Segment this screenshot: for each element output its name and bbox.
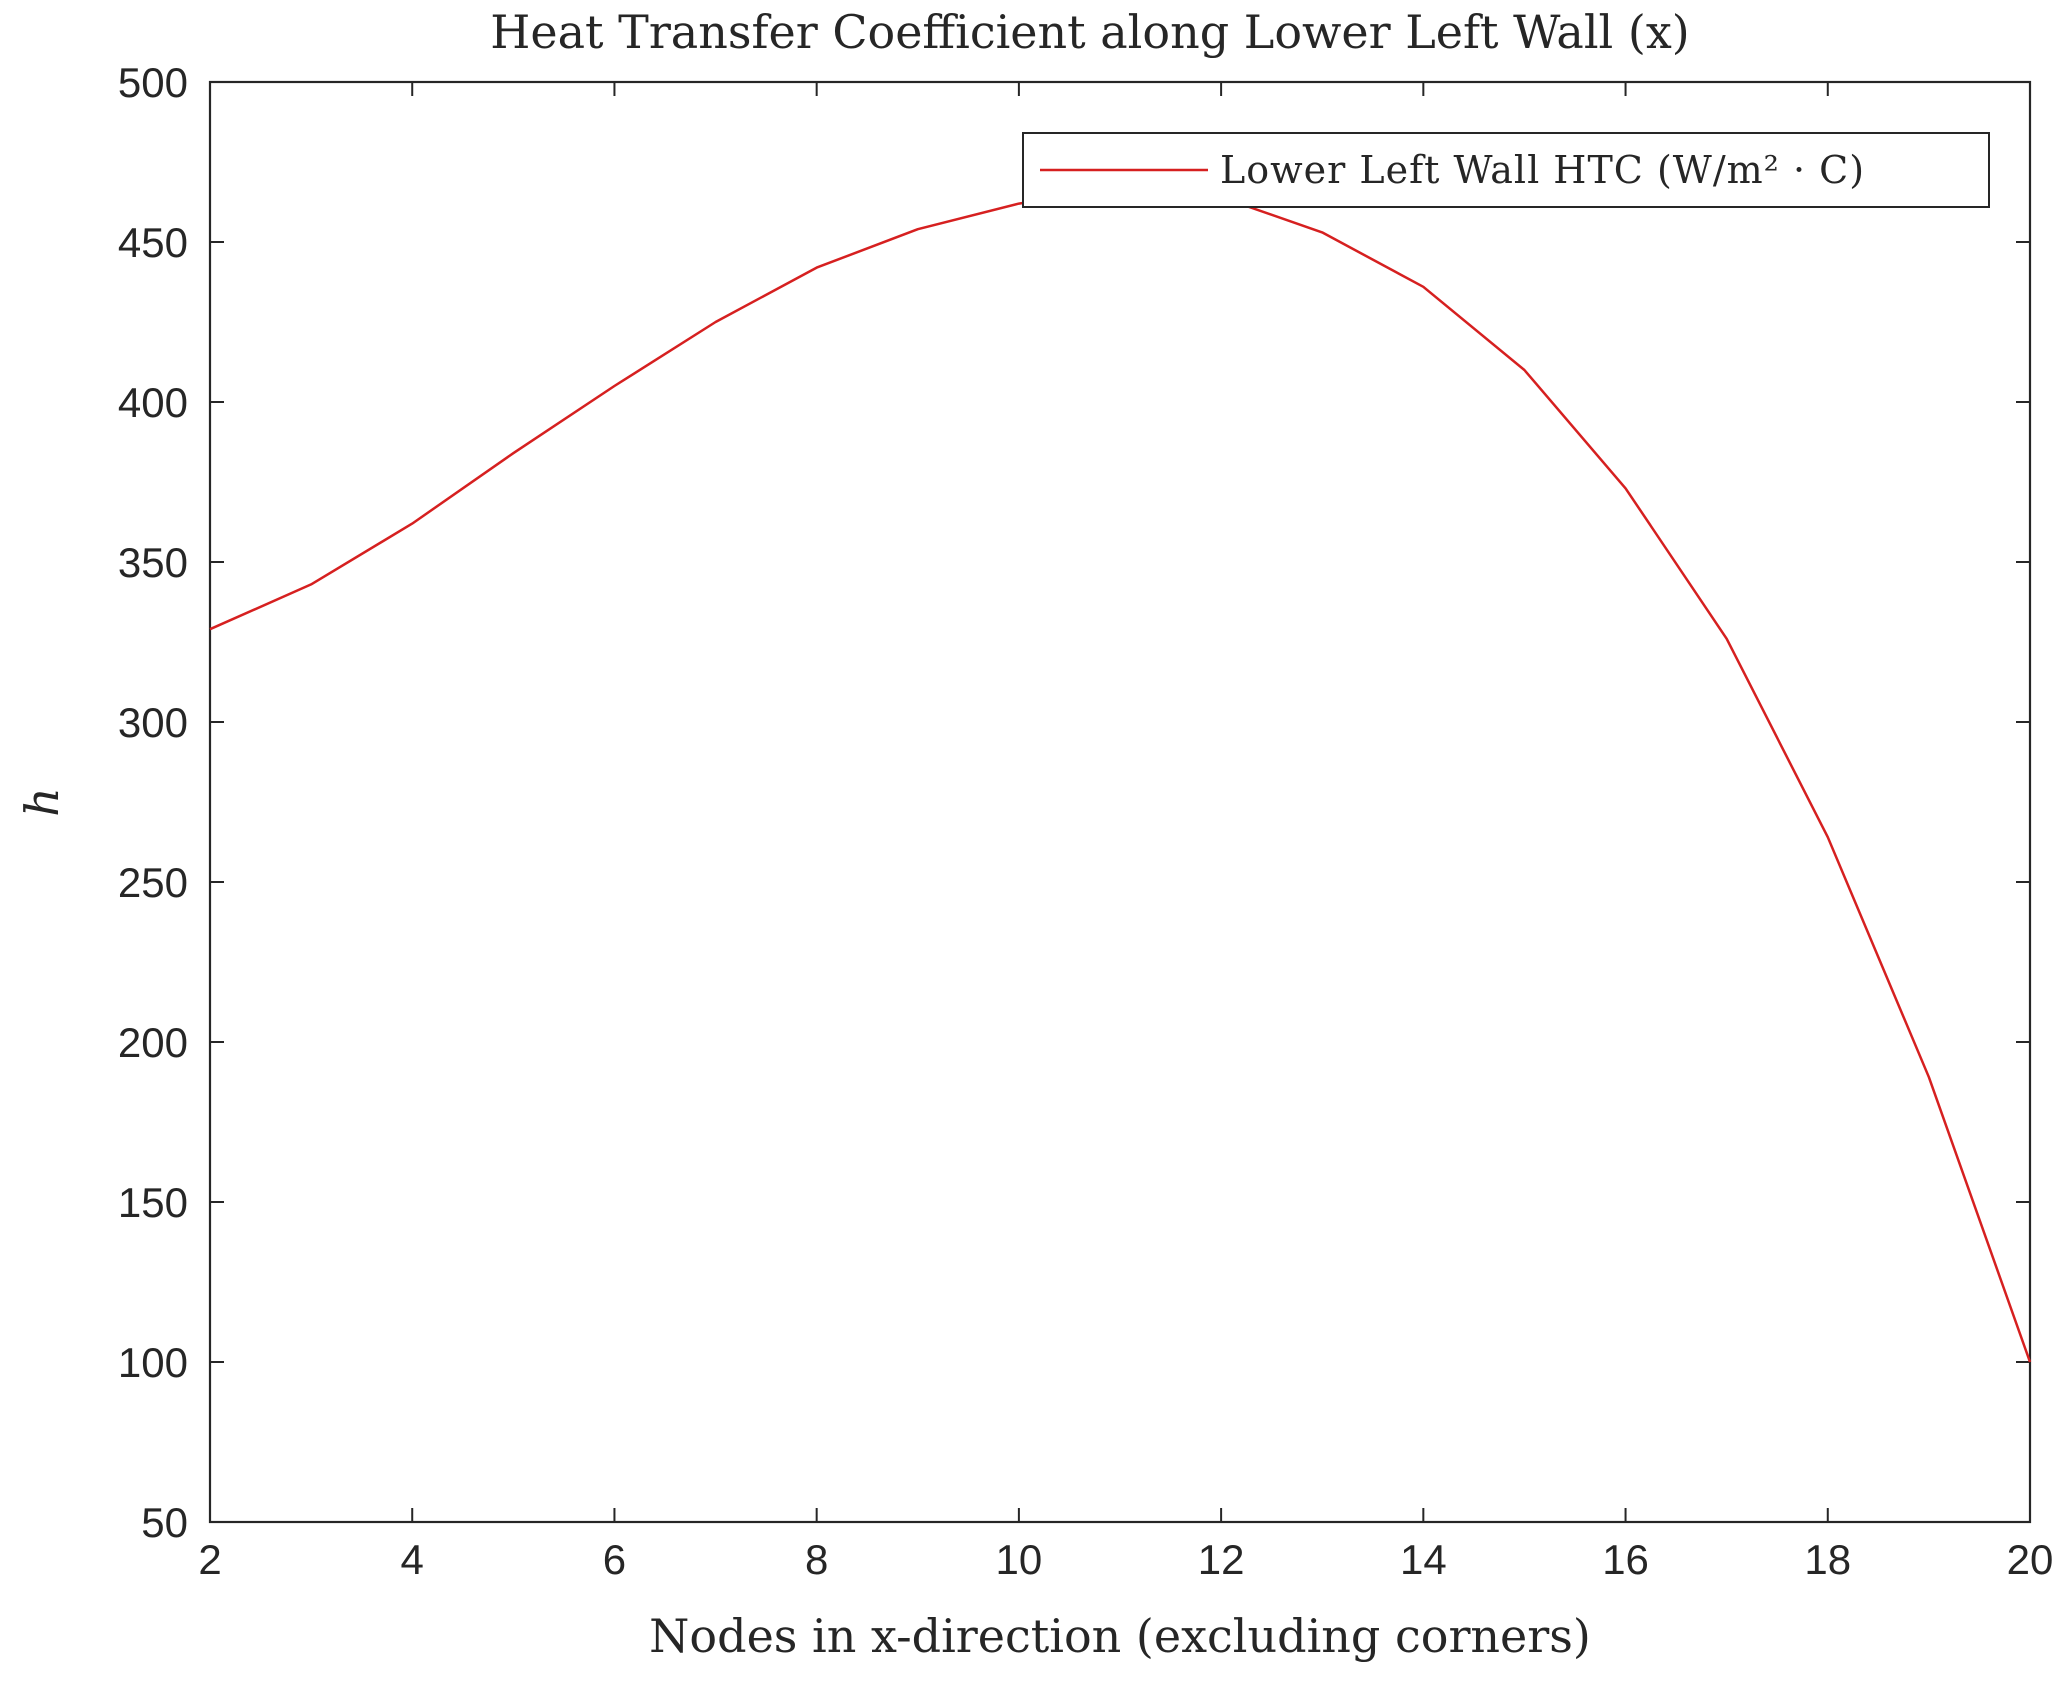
y-tick-label: 350 (118, 539, 188, 586)
chart-title: Heat Transfer Coefficient along Lower Le… (490, 5, 1689, 59)
y-tick-label: 100 (118, 1339, 188, 1386)
legend-entry-label: Lower Left Wall HTC (W/m² · C) (1220, 148, 1865, 192)
y-tick-label: 500 (118, 59, 188, 106)
axes-box (208, 80, 2032, 1524)
x-tick-label: 4 (401, 1536, 424, 1583)
x-tick-label: 16 (1602, 1536, 1649, 1583)
tick-labels-layer: 2 4 6 8 10 12 14 16 18 20 50 100 150 200 250 300 350 400 4… (118, 59, 2053, 1583)
x-tick-label: 2 (198, 1536, 221, 1583)
legend: Lower Left Wall HTC (W/m² · C) (1022, 132, 1990, 208)
x-tick-label: 20 (2007, 1536, 2054, 1583)
x-axis-label: Nodes in x-direction (excluding corners) (649, 1609, 1591, 1663)
x-tick-label: 6 (603, 1536, 626, 1583)
x-tick-label: 10 (996, 1536, 1043, 1583)
y-tick-label: 50 (141, 1499, 188, 1546)
x-tick-label: 18 (1804, 1536, 1851, 1583)
y-tick-label: 150 (118, 1179, 188, 1226)
x-tick-label: 14 (1400, 1536, 1447, 1583)
y-axis-label: h (15, 787, 69, 817)
y-tick-label: 400 (118, 379, 188, 426)
y-tick-label: 450 (118, 219, 188, 266)
x-tick-label: 12 (1198, 1536, 1245, 1583)
x-tick-label: 8 (805, 1536, 828, 1583)
y-tick-label: 300 (118, 699, 188, 746)
y-tick-label: 200 (118, 1019, 188, 1066)
y-tick-label: 250 (118, 859, 188, 906)
ticks-layer (209, 81, 2031, 1523)
